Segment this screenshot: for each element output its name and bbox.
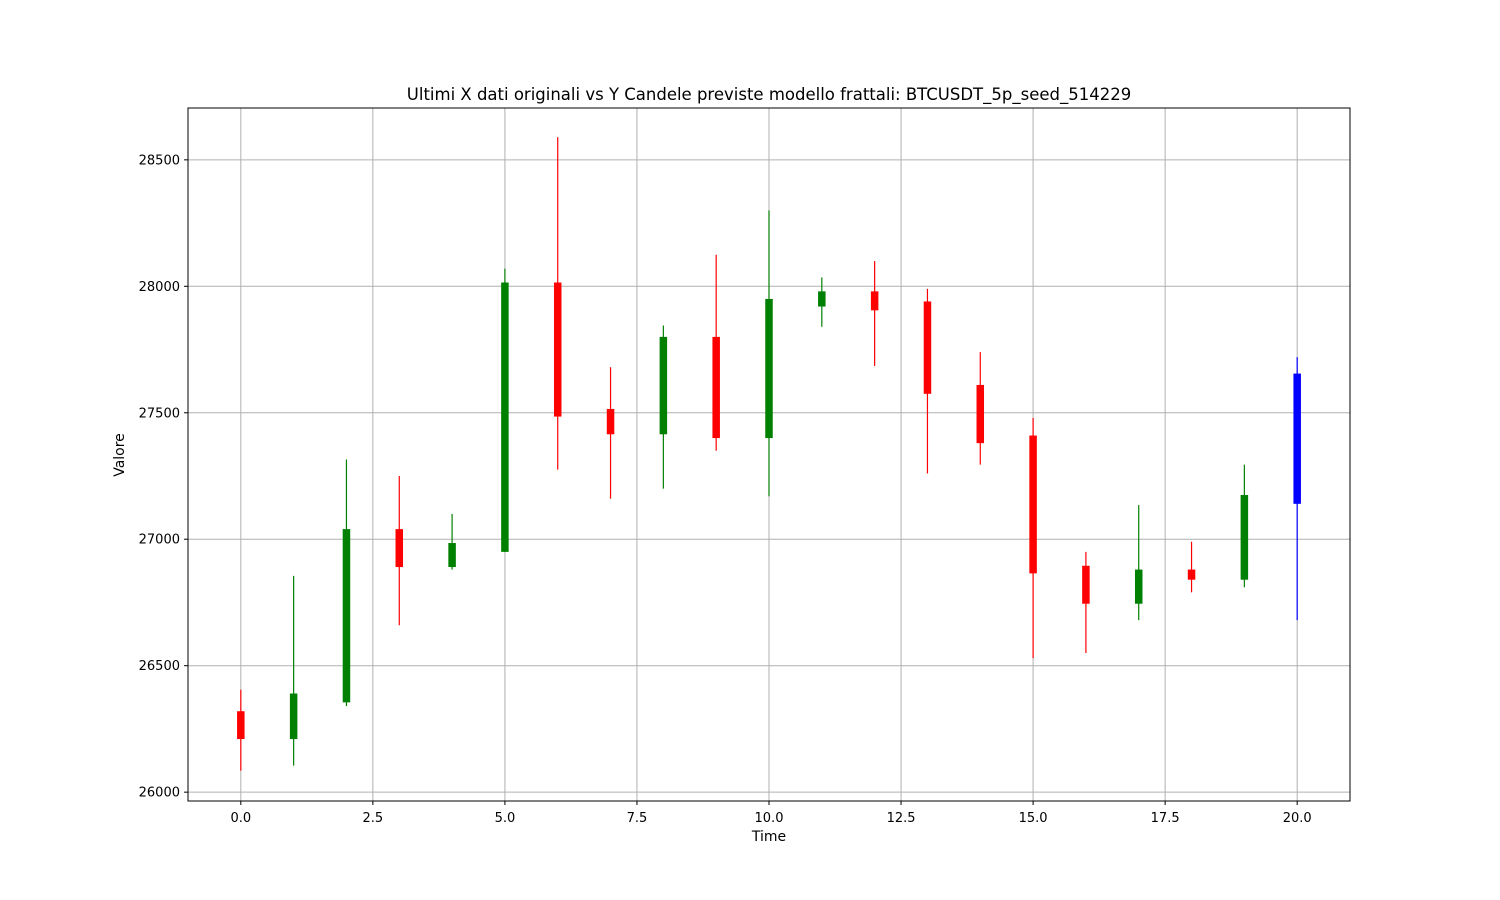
candle-9 [712,254,720,451]
candle-12 [870,261,879,366]
candle-body [923,301,932,394]
candle-13 [923,288,932,474]
candle-20 [1293,357,1301,621]
y-tick-label: 26500 [139,659,180,674]
candle-15 [1029,417,1037,659]
candle-16 [1082,551,1090,654]
candle-body [1293,373,1301,504]
candle-body [712,336,720,439]
y-tick-label: 27500 [139,406,180,421]
candle-body [606,408,615,435]
candles [237,137,1301,771]
candle-4 [448,513,456,570]
x-tick-label: 7.5 [627,811,648,826]
y-tick-label: 28000 [139,280,180,295]
candle-body [237,711,245,740]
x-tick-label: 5.0 [495,811,516,826]
x-tick-label: 20.0 [1283,811,1312,826]
x-tick-label: 10.0 [755,811,784,826]
x-tick-label: 15.0 [1019,811,1048,826]
candle-body [1082,565,1090,604]
candle-8 [659,325,668,489]
candle-6 [553,137,562,470]
candle-3 [395,475,404,626]
candle-body [448,543,456,568]
candle-5 [501,268,509,552]
y-tick-label: 27000 [139,533,180,548]
candle-body [501,282,509,552]
candle-body [1029,435,1037,574]
candle-1 [289,575,298,766]
candle-18 [1187,541,1196,593]
x-tick-label: 17.5 [1151,811,1180,826]
chart-title: Ultimi X dati originali vs Y Candele pre… [407,85,1131,105]
candle-7 [606,367,615,499]
candle-2 [342,459,351,707]
candle-body [395,529,404,568]
candle-body [870,291,879,311]
candle-body [818,291,826,307]
x-tick-label: 2.5 [363,811,384,826]
candle-body [1134,569,1143,604]
x-axis-ticks: 0.0 2.5 5.0 7.5 10.0 12.5 15.0 17.5 20.0 [230,801,1312,826]
candle-17 [1134,505,1143,621]
candle-14 [976,352,985,465]
candle-11 [818,277,826,327]
y-axis-ticks: 26000 26500 27000 27500 28000 28500 [139,153,188,801]
candle-body [659,336,668,435]
candle-body [976,384,985,444]
candle-body [1240,494,1249,580]
x-tick-label: 0.0 [230,811,251,826]
x-tick-label: 12.5 [887,811,916,826]
x-axis-label: Time [751,829,786,845]
candle-body [342,529,351,703]
candle-body [765,298,773,439]
candle-19 [1240,464,1249,588]
candle-body [1187,569,1196,580]
candle-body [289,693,298,740]
candle-body [553,282,562,417]
y-tick-label: 28500 [139,153,180,168]
candle-10 [765,210,773,497]
y-tick-label: 26000 [139,786,180,801]
candle-0 [237,689,245,771]
y-axis-label: Valore [112,433,128,477]
